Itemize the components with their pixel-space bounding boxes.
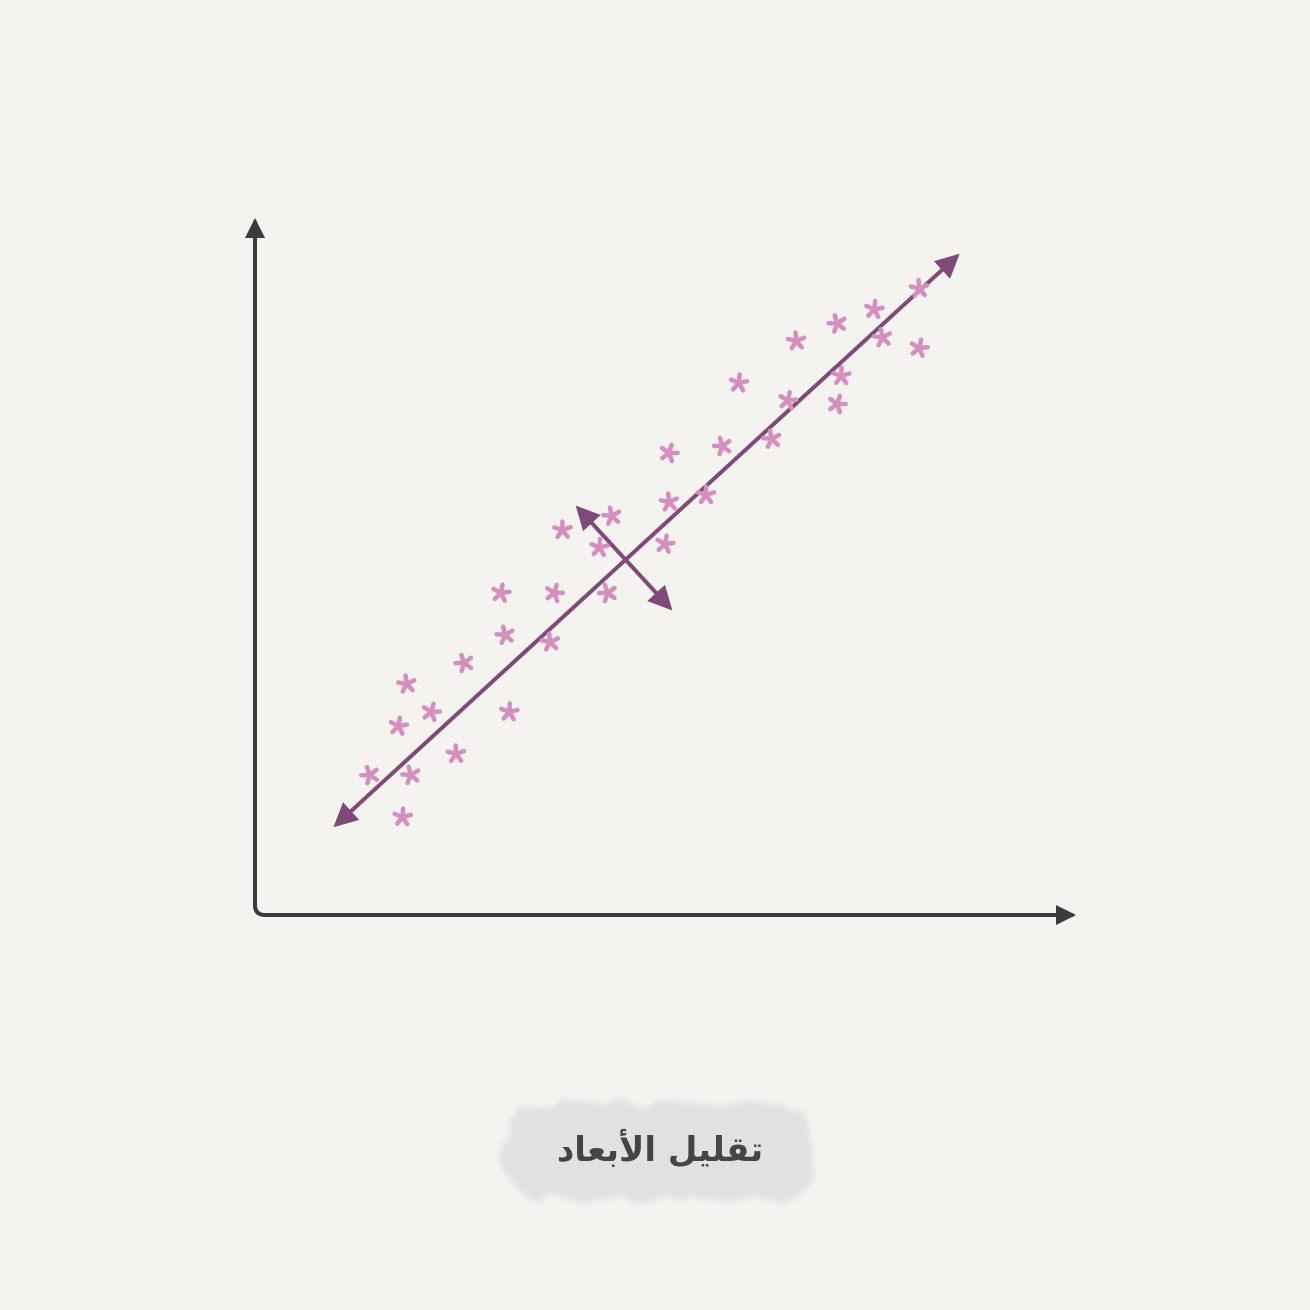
data-point [600,505,622,527]
data-point [908,277,930,298]
data-point [552,519,573,540]
data-point [539,631,561,652]
data-point [871,326,893,348]
data-point [655,533,676,554]
data-point [695,484,717,505]
caption: تقليل الأبعاد [485,1088,835,1212]
principal-component-arrows [333,253,960,828]
data-point [392,806,414,827]
data-point [359,764,380,786]
principal-component-arrow-2 [575,505,673,611]
data-point [445,743,467,764]
data-point [491,582,512,603]
axes [245,218,1076,925]
caption-text: تقليل الأبعاد [556,1130,764,1170]
data-point [388,715,410,736]
data-point [589,536,610,558]
data-point [728,372,750,393]
data-point [396,673,417,694]
data-point [421,701,443,723]
data-points [359,277,930,827]
data-point [658,491,680,512]
data-point [659,442,680,464]
data-point [785,330,807,351]
caption-smudge [505,1102,815,1200]
data-point [828,393,848,415]
principal-component-arrow-1 [333,253,960,828]
data-point [909,337,930,359]
data-point [400,764,421,786]
y-axis [245,218,267,917]
data-point [864,298,885,320]
data-point [453,652,474,674]
data-point [831,365,852,386]
data-point [778,389,799,411]
data-point [494,624,515,646]
data-point [826,313,847,334]
data-point [499,701,520,722]
data-point [711,435,732,457]
data-point [760,428,782,449]
data-point [545,582,566,604]
data-point [596,582,617,604]
